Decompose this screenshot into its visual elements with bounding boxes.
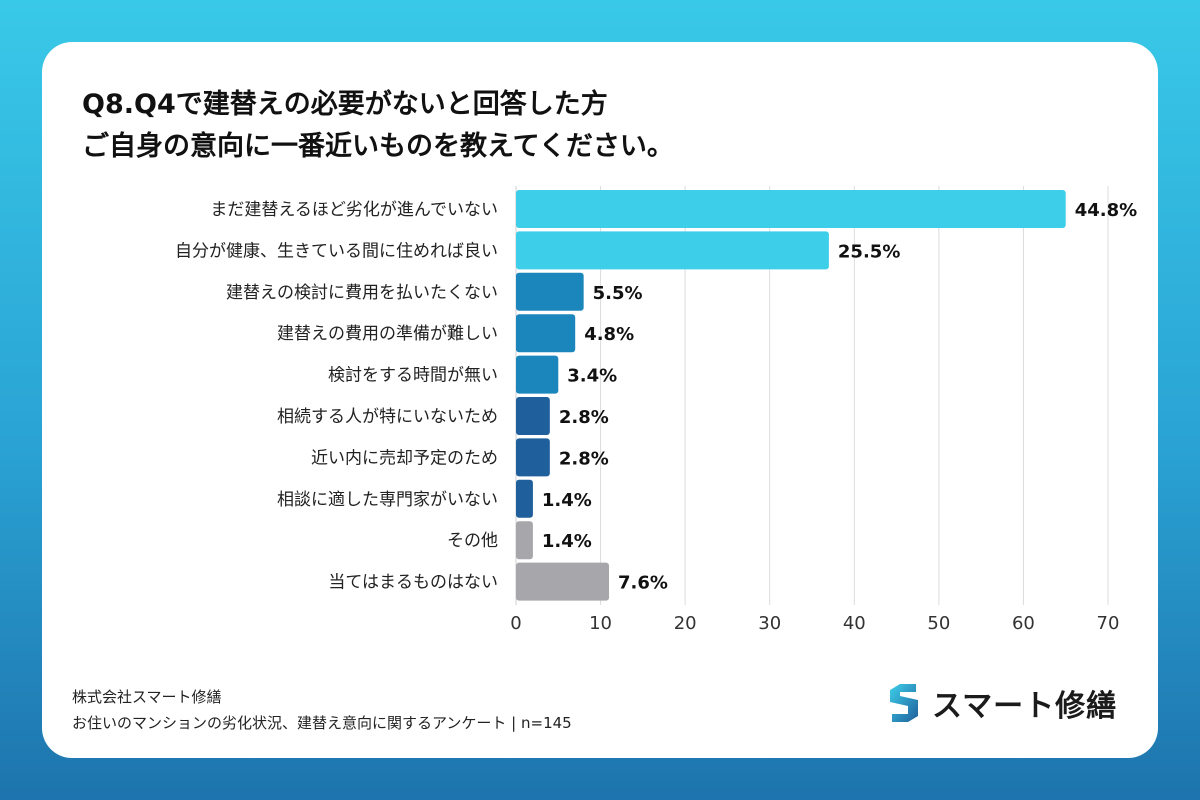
category-label: その他 bbox=[447, 531, 498, 551]
bar bbox=[516, 272, 584, 311]
category-label: まだ建替えるほど劣化が進んでいない bbox=[210, 200, 498, 220]
data-label: 2.8% bbox=[559, 448, 609, 469]
bar bbox=[516, 521, 533, 560]
bar bbox=[516, 438, 550, 477]
data-label: 4.8% bbox=[584, 324, 634, 345]
x-tick-label: 20 bbox=[674, 613, 697, 634]
footer-survey: お住いのマンションの劣化状況、建替え意向に関するアンケート | n=145 bbox=[72, 714, 572, 732]
category-label: 建替えの検討に費用を払いたくない bbox=[226, 283, 498, 303]
category-label: 建替えの費用の準備が難しい bbox=[277, 324, 498, 344]
bar bbox=[516, 314, 576, 353]
x-tick-label: 0 bbox=[510, 613, 521, 634]
bar bbox=[516, 562, 610, 601]
x-tick-label: 50 bbox=[927, 613, 950, 634]
logo: スマート修繕 bbox=[886, 680, 1117, 726]
category-label: 自分が健康、生きている間に住めれば良い bbox=[175, 241, 498, 261]
bar bbox=[516, 479, 533, 518]
category-label: 当てはまるものはない bbox=[328, 573, 498, 593]
footer-company: 株式会社スマート修繕 bbox=[72, 688, 222, 706]
x-tick-label: 10 bbox=[589, 613, 612, 634]
logo-text: スマート修繕 bbox=[932, 689, 1118, 724]
x-tick-label: 70 bbox=[1097, 613, 1120, 634]
data-label: 25.5% bbox=[838, 241, 900, 262]
category-label: 検討をする時間が無い bbox=[328, 366, 498, 386]
data-label: 44.8% bbox=[1075, 200, 1137, 221]
bar bbox=[516, 355, 559, 394]
data-label: 1.4% bbox=[542, 490, 592, 511]
title-line-1: Q8.Q4で建替えの必要がないと回答した方 bbox=[82, 89, 608, 120]
bar bbox=[516, 231, 829, 270]
data-label: 3.4% bbox=[567, 366, 617, 387]
chart-title: Q8.Q4で建替えの必要がないと回答した方 ご自身の意向に一番近いものを教えてく… bbox=[82, 84, 674, 168]
x-tick-label: 40 bbox=[843, 613, 866, 634]
data-label: 5.5% bbox=[593, 283, 643, 304]
bar bbox=[516, 397, 550, 435]
x-tick-label: 60 bbox=[1012, 613, 1035, 634]
bar bbox=[516, 190, 1066, 228]
x-tick-label: 30 bbox=[758, 613, 781, 634]
category-label: 近い内に売却予定のため bbox=[311, 448, 498, 468]
data-label: 7.6% bbox=[618, 573, 668, 594]
data-label: 1.4% bbox=[542, 531, 592, 552]
title-line-2: ご自身の意向に一番近いものを教えてください。 bbox=[82, 131, 674, 162]
s-hexagon-logo-icon bbox=[890, 684, 918, 722]
category-label: 相続する人が特にいないため bbox=[277, 407, 498, 427]
data-label: 2.8% bbox=[559, 407, 609, 428]
footer: 株式会社スマート修繕 お住いのマンションの劣化状況、建替え意向に関するアンケート… bbox=[72, 684, 572, 736]
card bbox=[42, 42, 1158, 758]
category-label: 相談に適した専門家がいない bbox=[277, 490, 498, 510]
